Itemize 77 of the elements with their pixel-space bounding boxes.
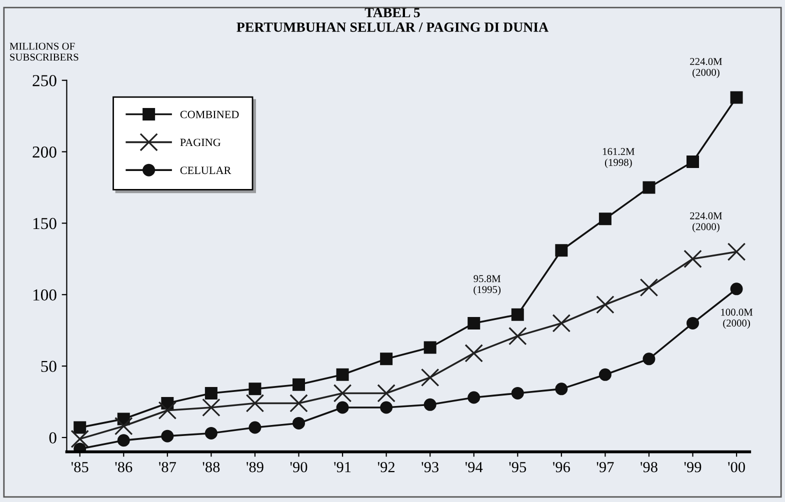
point [730, 282, 743, 296]
point [642, 352, 656, 366]
point [117, 434, 130, 447]
point [292, 416, 306, 430]
point [642, 181, 656, 194]
x-tick-label: '88 [202, 462, 220, 472]
point [598, 212, 612, 226]
y-tick-label: 250 [32, 75, 56, 86]
legend-label: PAGING [180, 138, 221, 146]
point [511, 386, 524, 400]
annotation: 224.0M (2000) [690, 212, 722, 232]
point [555, 382, 568, 396]
point [555, 244, 568, 257]
point [380, 352, 393, 366]
point [290, 394, 308, 412]
x-tick-label: '97 [596, 462, 614, 472]
x-tick-label: '86 [115, 462, 132, 472]
legend-label: CELULAR [180, 166, 232, 174]
y-tick-label: 100 [33, 289, 56, 301]
chart-title: TABEL 5 PERTUMBUHAN SELULAR / PAGING DI DUNIA [236, 8, 548, 32]
point [468, 316, 480, 330]
x-tick-label: '91 [334, 462, 351, 472]
y-tick-label: 50 [41, 360, 56, 372]
point [114, 416, 133, 436]
point [508, 326, 527, 346]
point [552, 314, 571, 332]
point [686, 316, 700, 330]
point [640, 278, 658, 297]
x-tick-label: '94 [465, 462, 483, 472]
point [204, 386, 218, 400]
point [511, 308, 524, 321]
x-tick-label: '96 [553, 462, 570, 472]
point [424, 341, 436, 354]
point [161, 430, 174, 442]
legend-label: COMBINED [180, 110, 239, 118]
x-tick-label: '90 [290, 462, 308, 472]
point [158, 401, 177, 420]
annotation: 224.0M (2000) [690, 58, 722, 78]
point [464, 344, 484, 362]
y-tick-label: 0 [49, 432, 56, 444]
y-tick-label: 150 [33, 218, 56, 230]
point [468, 391, 480, 404]
x-tick-label: '87 [159, 462, 176, 472]
annotation: 161.2M (1998) [602, 148, 634, 168]
point [246, 394, 264, 412]
point [598, 368, 612, 381]
point [202, 398, 220, 417]
point [380, 401, 393, 414]
point [204, 426, 218, 440]
x-tick-label: '89 [246, 462, 264, 472]
point [333, 384, 352, 402]
x-tick-label: '99 [684, 462, 702, 472]
point [70, 430, 90, 448]
point [377, 384, 396, 402]
point [248, 421, 262, 434]
point [727, 242, 746, 261]
x-tick-label: '98 [640, 462, 658, 472]
point [684, 250, 702, 268]
point [596, 295, 614, 314]
point [292, 378, 306, 391]
x-tick-label: '93 [422, 462, 439, 472]
x-tick-label: '85 [71, 462, 88, 472]
annotation: 95.8M (1995) [474, 275, 501, 296]
point [730, 91, 743, 104]
x-tick-label: '95 [509, 462, 526, 472]
point [74, 421, 86, 434]
point [336, 368, 349, 381]
x-tick-label: '92 [378, 462, 394, 472]
point [336, 401, 349, 414]
annotation: 100.0M (2000) [721, 308, 753, 329]
y-tick-label: 200 [32, 146, 56, 158]
x-tick-label: '00 [728, 462, 745, 472]
point [248, 382, 262, 396]
point [686, 156, 700, 168]
y-axis-title: MILLIONS OF SUBSCRIBERS [10, 42, 78, 61]
point [424, 398, 436, 411]
point [420, 368, 440, 387]
